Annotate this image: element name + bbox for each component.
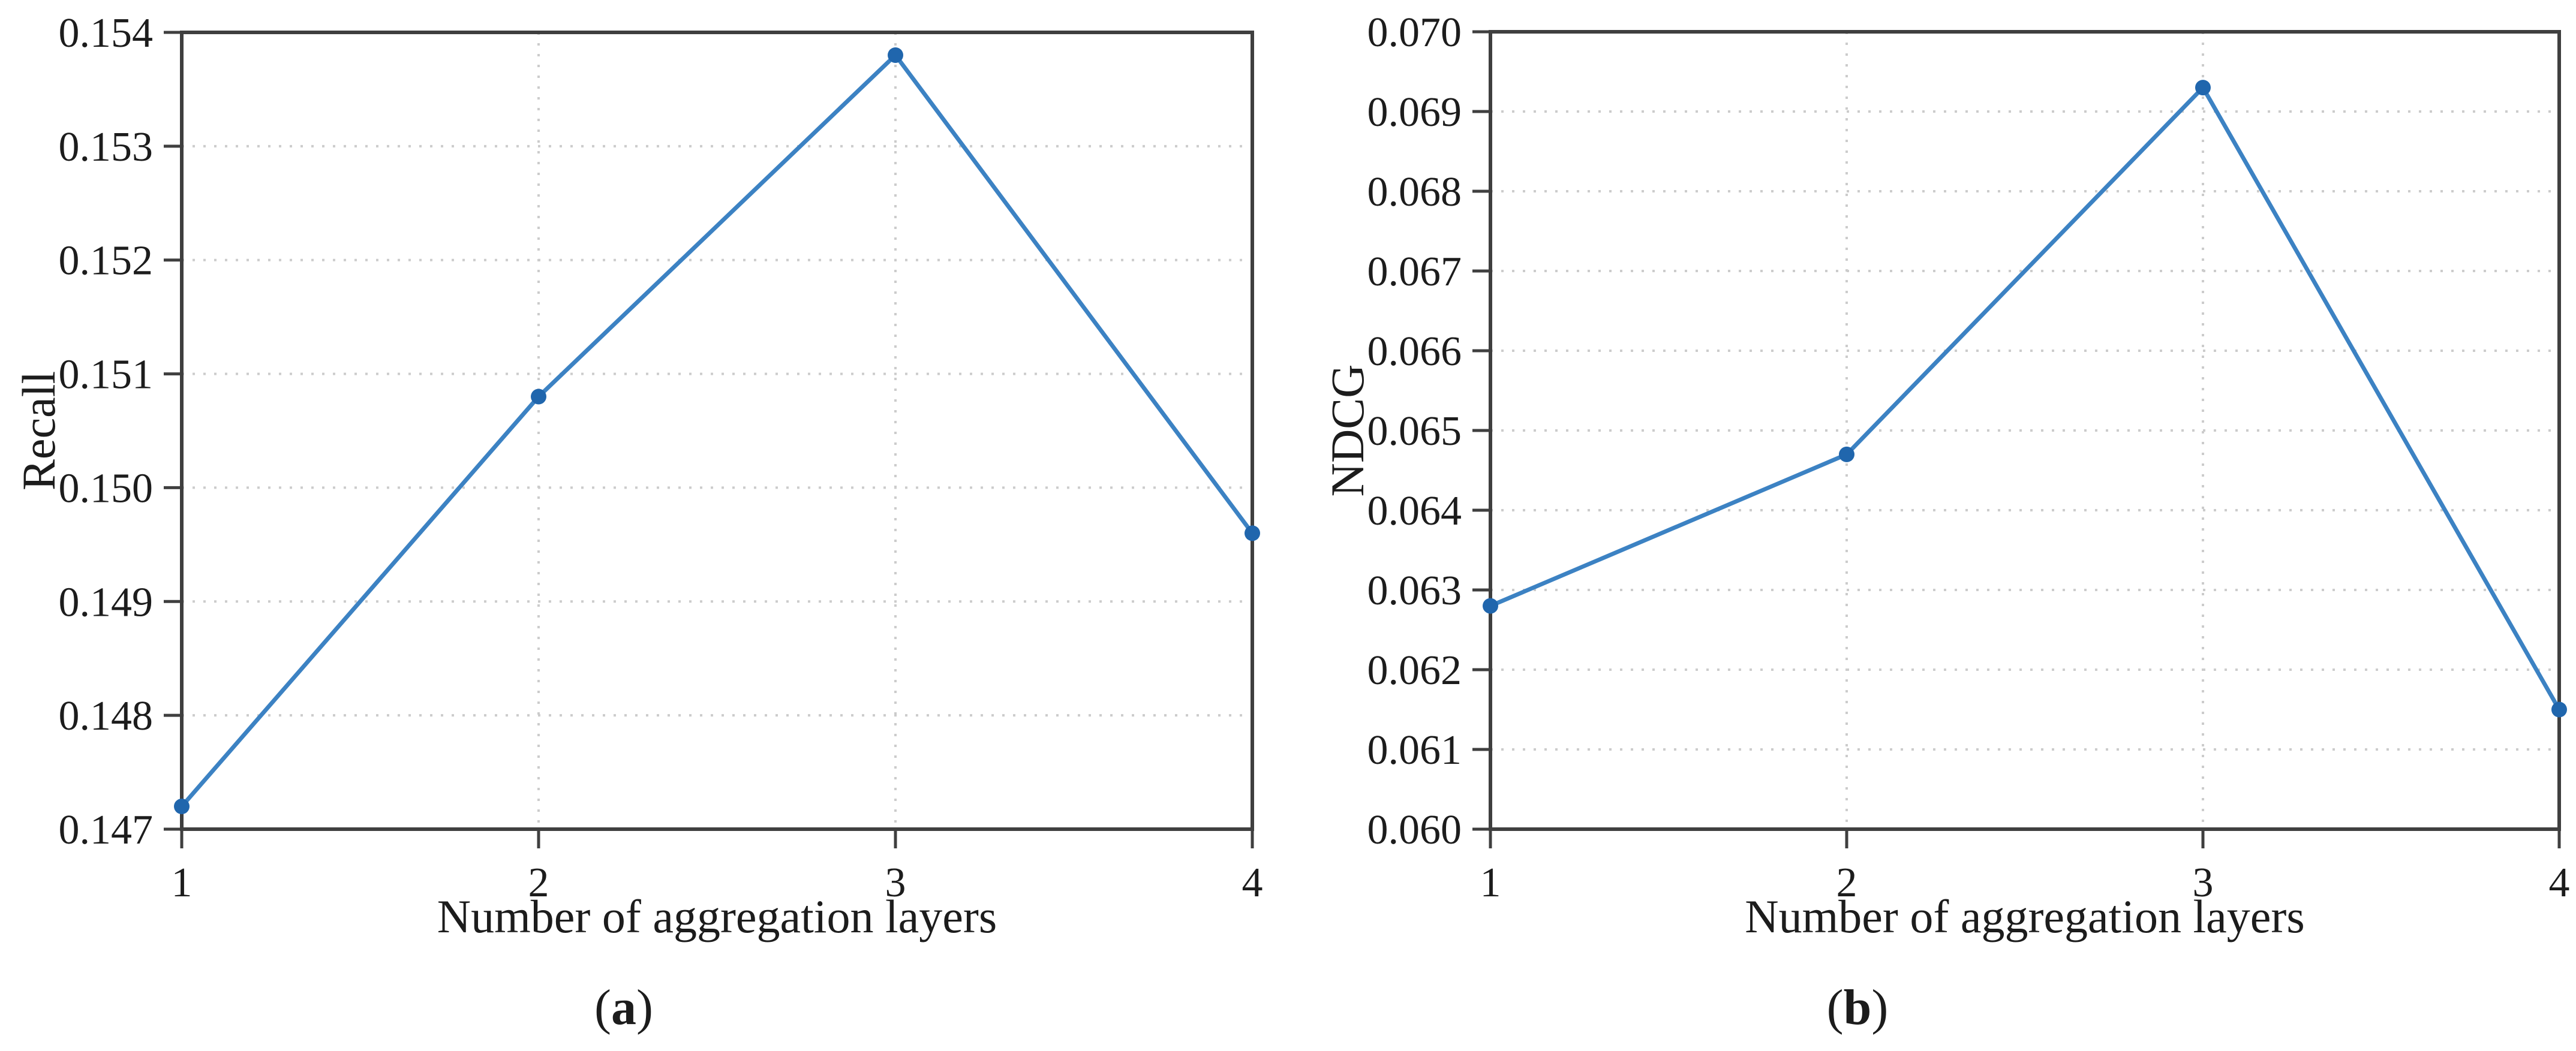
- data-point-marker: [2551, 701, 2567, 718]
- y-axis-tick-label: 0.066: [1367, 329, 1462, 375]
- x-axis-label: Number of aggregation layers: [1745, 890, 2305, 942]
- data-point-marker: [531, 389, 546, 405]
- data-point-marker: [888, 47, 903, 63]
- y-axis-tick-label: 0.069: [1367, 89, 1462, 135]
- subfig-caption: (b): [1827, 980, 1889, 1035]
- recall-chart: 0.147 0.148 0.149 0.150 0.151 0.152 0.153 0.154…: [13, 10, 1263, 1035]
- y-axis-tick-label: 0.063: [1367, 568, 1462, 614]
- y-axis-tick-label: 0.152: [59, 238, 154, 284]
- y-axis-tick-label: 0.065: [1367, 408, 1462, 454]
- y-axis-tick-label: 0.150: [59, 465, 154, 511]
- caption-close-paren: ): [636, 980, 653, 1035]
- y-axis-tick-label: 0.062: [1367, 648, 1462, 694]
- y-axis-tick-label: 0.068: [1367, 169, 1462, 215]
- caption-letter: a: [611, 980, 636, 1035]
- y-axis-tick-label: 0.061: [1367, 727, 1462, 773]
- x-axis-tick-label: 1: [1480, 860, 1501, 906]
- data-point-marker: [1483, 598, 1498, 614]
- data-line: [1489, 85, 2562, 711]
- x-axis-tick-label: 4: [1242, 860, 1263, 906]
- x-axis-label: Number of aggregation layers: [437, 890, 997, 942]
- y-axis-tick-label: 0.154: [59, 10, 154, 56]
- y-axis-tick-label: 0.064: [1367, 488, 1462, 534]
- caption-close-paren: ): [1871, 980, 1888, 1035]
- y-axis-tick-label: 0.151: [59, 352, 154, 398]
- data-point-marker: [174, 799, 190, 815]
- y-axis-tick-label: 0.153: [59, 124, 154, 170]
- x-axis-tick-label: 3: [885, 860, 906, 906]
- y-axis-tick-label: 0.070: [1367, 10, 1462, 56]
- x-axis-tick-label: 2: [528, 860, 549, 906]
- plot-border: [180, 31, 1254, 831]
- y-axis-tick-label: 0.148: [59, 693, 154, 739]
- y-axis-tick-label: 0.149: [59, 579, 154, 625]
- data-line: [180, 53, 1254, 808]
- y-axis-label: Recall: [13, 371, 65, 490]
- x-axis-tick-label: 3: [2193, 860, 2214, 906]
- data-point-marker: [1839, 446, 1854, 462]
- y-axis-tick-label: 0.067: [1367, 249, 1462, 295]
- data-point-marker: [1245, 525, 1260, 541]
- y-axis-label: NDCG: [1321, 364, 1373, 496]
- y-axis-tick-label: 0.060: [1367, 807, 1462, 853]
- caption-open-paren: (: [1827, 980, 1844, 1035]
- data-point-marker: [2195, 80, 2211, 96]
- y-axis-tick-label: 0.147: [59, 807, 154, 853]
- subfig-caption: (a): [594, 980, 653, 1035]
- caption-letter: b: [1844, 980, 1872, 1035]
- x-axis-tick-label: 1: [172, 860, 193, 906]
- caption-open-paren: (: [594, 980, 611, 1035]
- x-axis-tick-label: 2: [1836, 860, 1857, 906]
- x-axis-tick-label: 4: [2549, 860, 2570, 906]
- ndcg-chart: 0.060 0.061 0.062 0.063 0.064 0.065 0.066 0.067…: [1321, 10, 2570, 1035]
